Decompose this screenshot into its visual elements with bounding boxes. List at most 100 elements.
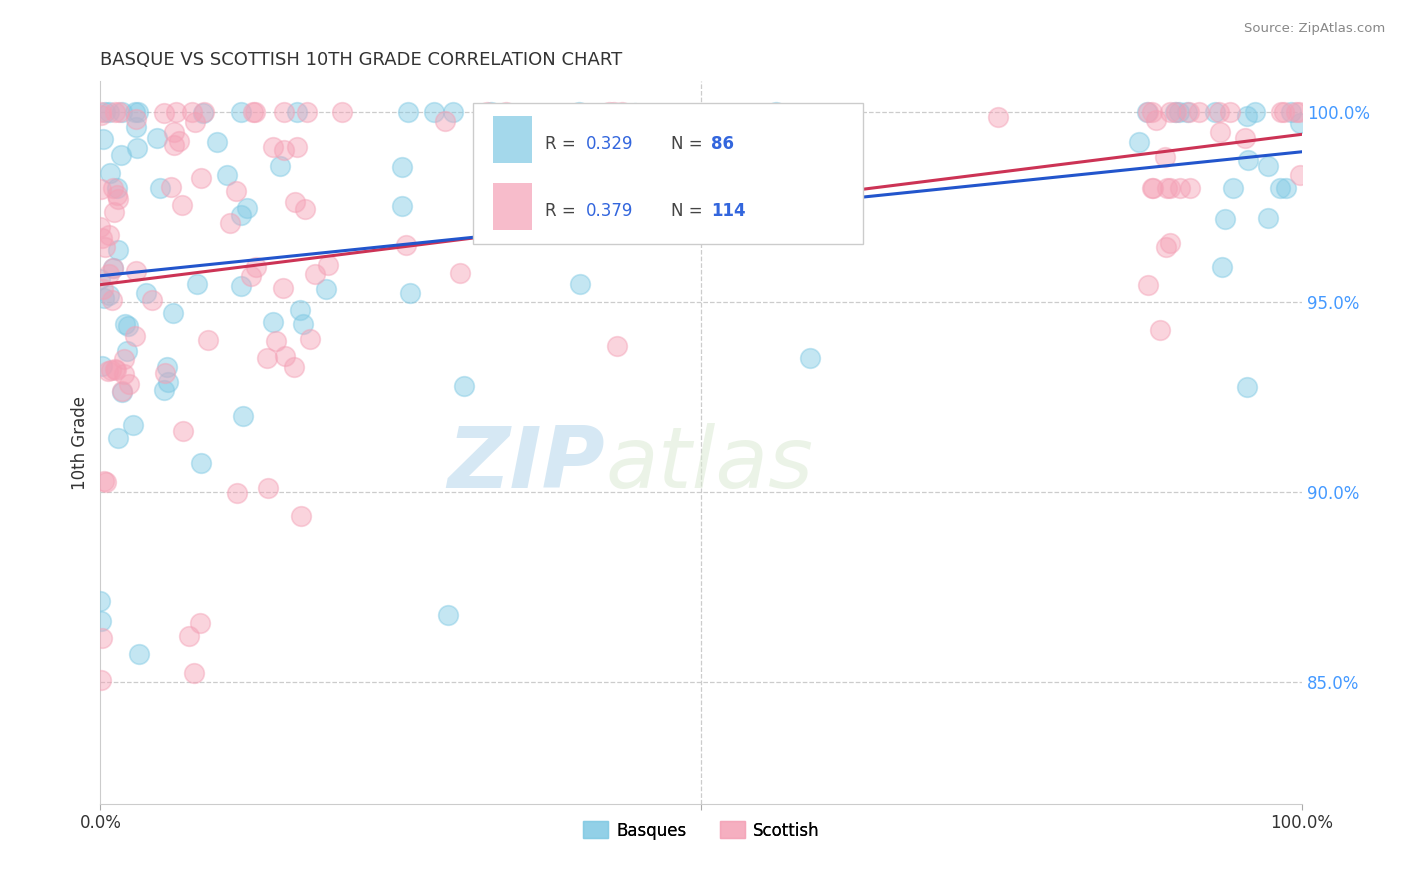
Point — [240, 268, 263, 283]
Point — [190, 171, 212, 186]
Point — [423, 104, 446, 119]
Point — [778, 149, 800, 163]
Point — [121, 417, 143, 432]
Point — [91, 132, 114, 146]
Point — [560, 205, 582, 219]
Legend: Basques, Scottish: Basques, Scottish — [576, 814, 827, 847]
Point — [441, 104, 464, 119]
Point — [624, 106, 647, 120]
Point — [610, 104, 633, 119]
Point — [495, 104, 517, 119]
Point — [256, 481, 278, 495]
Point — [1164, 105, 1187, 120]
Point — [285, 104, 308, 119]
Point — [449, 266, 471, 280]
Point — [295, 104, 318, 119]
Point — [89, 594, 111, 608]
Point — [134, 285, 156, 300]
Point — [1289, 168, 1312, 182]
Point — [1236, 109, 1258, 123]
Point — [165, 104, 187, 119]
Point — [283, 359, 305, 374]
Point — [163, 125, 186, 139]
Point — [103, 205, 125, 219]
Point — [1154, 150, 1177, 164]
Point — [172, 424, 194, 438]
Point — [292, 317, 315, 331]
Point — [256, 351, 278, 365]
Point — [1213, 211, 1236, 226]
Point — [94, 475, 117, 490]
Point — [90, 182, 112, 196]
Point — [290, 508, 312, 523]
Point — [149, 181, 172, 195]
Point — [90, 631, 112, 645]
Point — [125, 120, 148, 134]
Point — [266, 334, 288, 348]
Point — [215, 169, 238, 183]
Point — [98, 228, 121, 243]
Point — [125, 264, 148, 278]
Point — [188, 615, 211, 630]
Point — [1236, 380, 1258, 394]
Point — [294, 202, 316, 217]
Point — [1204, 104, 1226, 119]
Point — [125, 112, 148, 127]
Point — [229, 104, 252, 119]
Point — [105, 362, 128, 376]
Point — [90, 359, 112, 373]
Point — [107, 431, 129, 445]
Point — [155, 359, 177, 374]
Point — [315, 281, 337, 295]
Point — [274, 350, 297, 364]
Point — [1140, 104, 1163, 119]
Point — [107, 188, 129, 202]
Point — [396, 104, 419, 119]
Point — [94, 240, 117, 254]
Point — [298, 333, 321, 347]
Point — [1166, 104, 1188, 119]
Point — [262, 140, 284, 154]
Text: 86: 86 — [711, 135, 734, 153]
Point — [100, 362, 122, 376]
Point — [1146, 113, 1168, 128]
Point — [598, 104, 620, 119]
Point — [190, 456, 212, 470]
Point — [170, 198, 193, 212]
Point — [110, 148, 132, 162]
Point — [1167, 104, 1189, 119]
Point — [1279, 104, 1302, 119]
Point — [186, 277, 208, 292]
Point — [1159, 181, 1181, 195]
Point — [97, 364, 120, 378]
Point — [128, 648, 150, 662]
Point — [1178, 104, 1201, 119]
Point — [100, 293, 122, 307]
Point — [218, 216, 240, 230]
Text: R =: R = — [546, 135, 581, 153]
FancyBboxPatch shape — [494, 116, 531, 162]
Point — [155, 366, 177, 380]
Point — [193, 106, 215, 120]
Point — [127, 104, 149, 119]
Point — [433, 114, 456, 128]
Point — [1140, 181, 1163, 195]
Point — [569, 277, 592, 291]
Point — [107, 192, 129, 206]
Point — [231, 409, 253, 423]
Y-axis label: 10th Grade: 10th Grade — [72, 396, 89, 490]
Point — [987, 111, 1010, 125]
Point — [90, 108, 112, 122]
Point — [1285, 104, 1308, 119]
Point — [1209, 125, 1232, 139]
Point — [799, 351, 821, 366]
Point — [101, 181, 124, 195]
Point — [1142, 181, 1164, 195]
Point — [1270, 104, 1292, 119]
Text: R =: R = — [546, 202, 581, 220]
Point — [453, 379, 475, 393]
Text: 114: 114 — [711, 202, 745, 220]
Point — [114, 317, 136, 331]
Point — [273, 104, 295, 119]
Point — [94, 104, 117, 119]
